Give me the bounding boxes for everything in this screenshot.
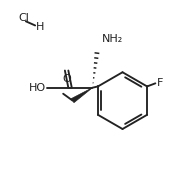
Text: O: O bbox=[62, 74, 71, 84]
Text: NH₂: NH₂ bbox=[102, 34, 123, 44]
Text: HO: HO bbox=[29, 83, 46, 93]
Text: Cl: Cl bbox=[18, 13, 29, 23]
Text: F: F bbox=[157, 78, 163, 88]
Polygon shape bbox=[71, 88, 92, 103]
Text: H: H bbox=[36, 22, 44, 32]
